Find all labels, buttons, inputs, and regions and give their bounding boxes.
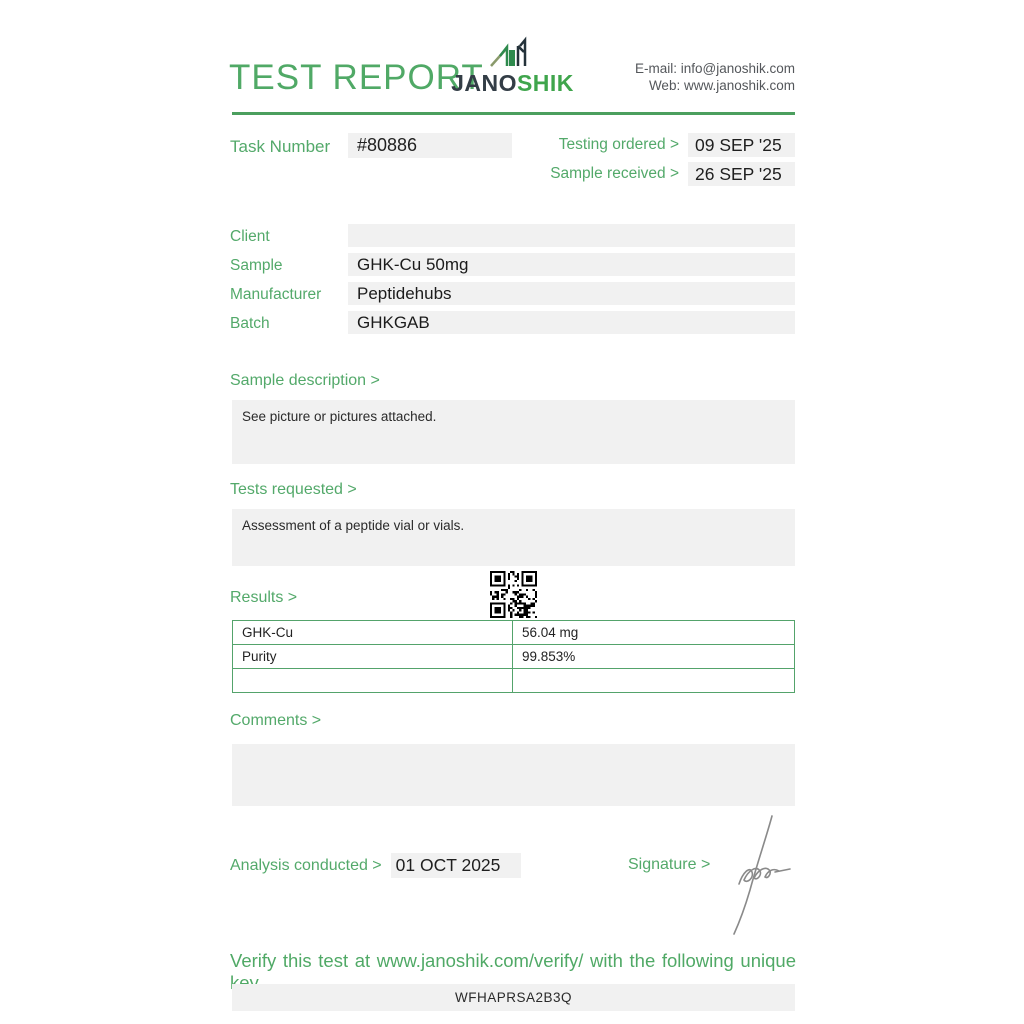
page-title: TEST REPORT [229,58,484,97]
table-row: Purity 99.853% [232,644,795,669]
table-row [232,668,795,693]
batch-value: GHKGAB [348,311,795,334]
logo-wordmark: JANOSHIK [445,70,580,97]
sample-received-date: 26 SEP '25 [688,162,795,186]
comments-label: Comments > [230,712,322,729]
client-label: Client [230,228,270,245]
web-line: Web: www.janoshik.com [648,78,795,93]
result-value: 56.04 mg [512,620,795,645]
results-label: Results > [230,589,298,606]
signature-label: Signature > [628,856,711,873]
qr-code [490,571,537,618]
logo-wordmark-green: SHIK [516,70,574,96]
client-value [348,224,795,247]
sample-received-label: Sample received > [550,165,679,182]
header-divider [232,112,795,115]
testing-ordered-row: Testing ordered > 09 SEP '25 [559,133,795,157]
result-value [512,668,795,693]
email-line: E-mail: info@janoshik.com [634,61,795,76]
signature-image [733,815,791,935]
task-number-label: Task Number [230,137,331,156]
analysis-conducted-label: Analysis conducted > [230,856,382,874]
result-name [232,668,513,693]
sample-received-row: Sample received > 26 SEP '25 [550,162,795,186]
tests-requested-box: Assessment of a peptide vial or vials. [232,509,795,566]
analysis-conducted-row: Analysis conducted > 01 OCT 2025 [230,853,521,878]
task-number-value: #80886 [348,133,512,158]
table-row: GHK-Cu 56.04 mg [232,620,795,645]
unique-key: WFHAPRSA2B3Q [232,984,795,1011]
result-name: GHK-Cu [232,620,513,645]
comments-box [232,744,795,806]
manufacturer-label: Manufacturer [230,286,322,303]
analysis-conducted-date: 01 OCT 2025 [390,853,521,878]
sample-description-label: Sample description > [230,372,380,389]
contact-block: E-mail: info@janoshik.com Web: www.janos… [635,60,795,94]
sample-value: GHK-Cu 50mg [348,253,795,276]
result-value: 99.853% [512,644,795,669]
testing-ordered-date: 09 SEP '25 [688,133,795,157]
results-table: GHK-Cu 56.04 mg Purity 99.853% [232,620,795,693]
sample-label: Sample [230,257,283,274]
logo-wordmark-dark: JANO [451,70,517,96]
manufacturer-value: Peptidehubs [348,282,795,305]
sample-description-box: See picture or pictures attached. [232,400,795,464]
result-name: Purity [232,644,513,669]
testing-ordered-label: Testing ordered > [558,136,679,153]
logo-chart-icon [490,36,527,67]
batch-label: Batch [230,315,270,332]
tests-requested-label: Tests requested > [230,481,357,498]
